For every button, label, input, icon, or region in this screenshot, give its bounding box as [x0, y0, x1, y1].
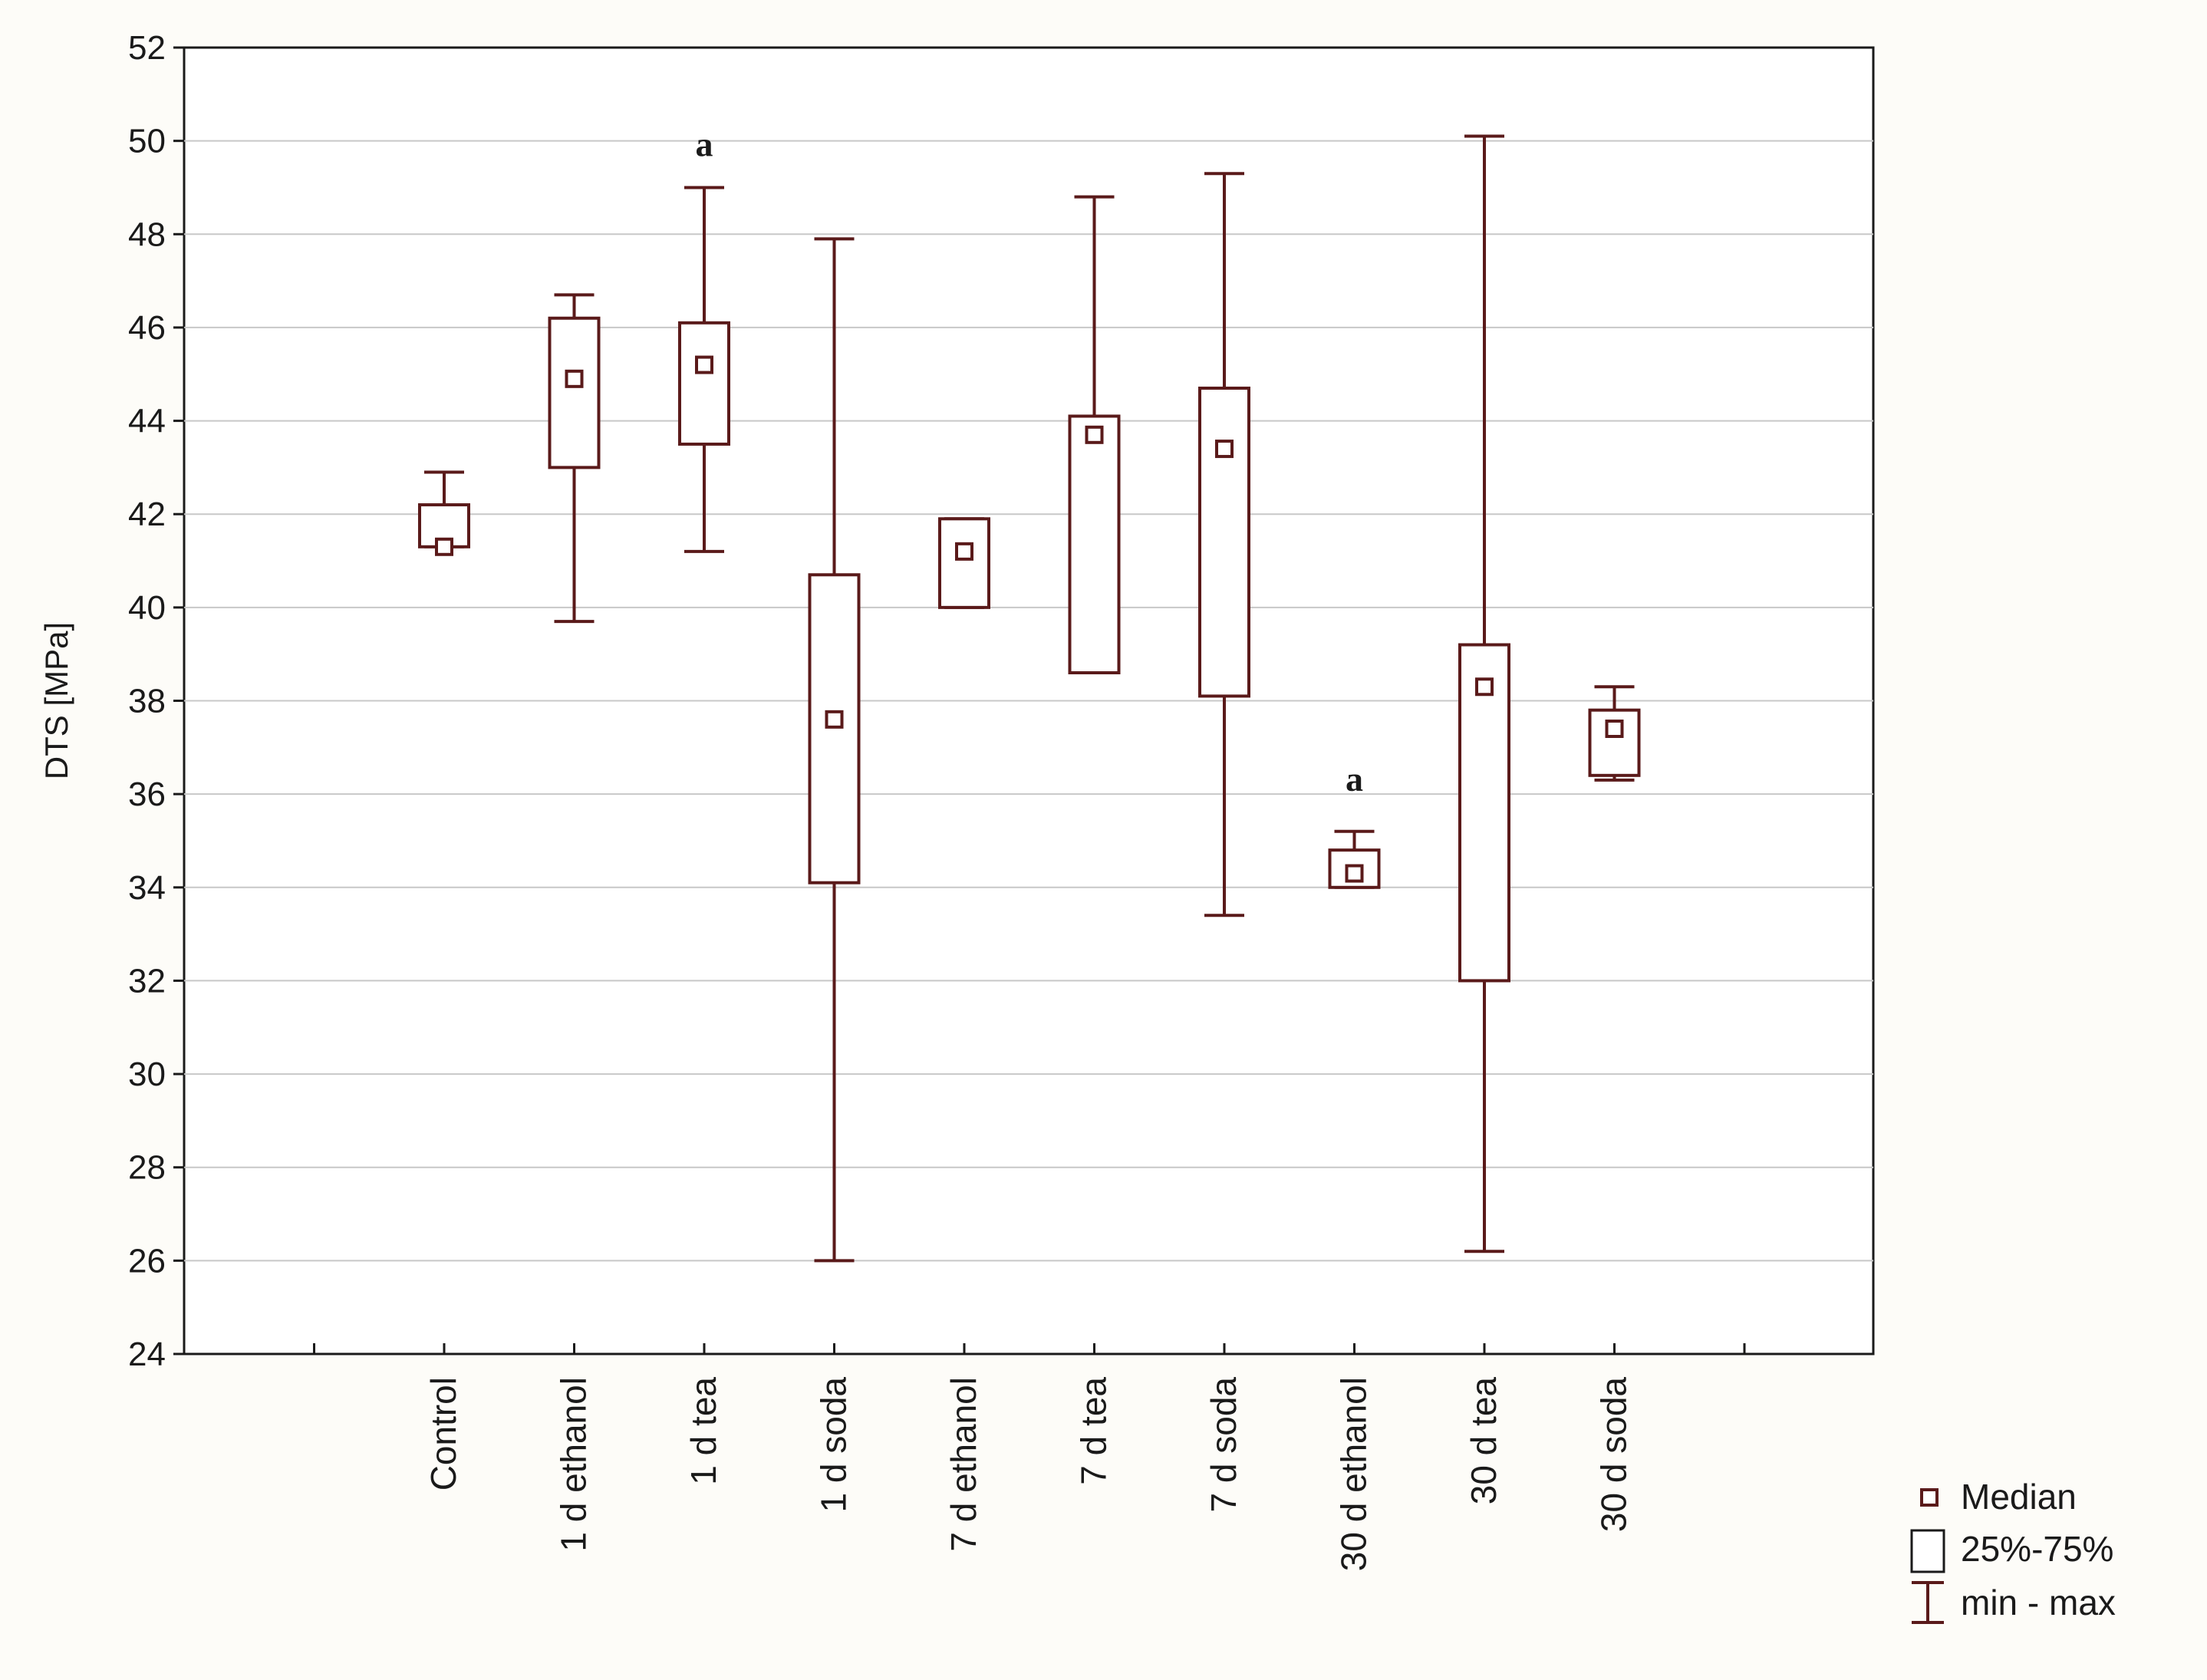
- box-group: [1588, 685, 1641, 782]
- median-marker: [1215, 440, 1234, 459]
- median-marker: [1605, 719, 1624, 738]
- legend: Median 25%-75% min - max: [1910, 1477, 2116, 1624]
- x-tick-label: 1 d soda: [814, 1377, 854, 1513]
- legend-box-label: 25%-75%: [1961, 1529, 2113, 1569]
- box-series: [418, 134, 1641, 1263]
- x-tick-label: 30 d soda: [1594, 1377, 1634, 1532]
- y-tick-label: 44: [128, 403, 166, 440]
- median-marker: [1345, 864, 1364, 883]
- median-marker: [825, 710, 844, 729]
- y-tick-label: 46: [128, 309, 166, 347]
- box-group: [678, 186, 730, 553]
- iqr-box: [808, 573, 861, 884]
- median-marker: [955, 542, 973, 561]
- x-tick-label: 7 d soda: [1204, 1377, 1243, 1513]
- legend-whisker-label: min - max: [1961, 1583, 2116, 1622]
- median-marker: [435, 537, 453, 556]
- legend-box-icon: [1910, 1529, 1945, 1573]
- legend-median-label: Median: [1961, 1477, 2077, 1517]
- box-group: [1458, 134, 1510, 1253]
- iqr-box: [1458, 643, 1510, 983]
- box-group: [1198, 172, 1250, 917]
- x-tick-label: 30 d tea: [1464, 1377, 1504, 1505]
- box-group: [1068, 195, 1121, 675]
- x-axis-ticks: Control 1 d ethanol 1 d tea 1 d soda 7 d eth…: [313, 1343, 1746, 1571]
- annotations: aa: [696, 125, 1364, 799]
- y-tick-label: 32: [128, 962, 166, 1000]
- y-tick-label: 36: [128, 776, 166, 813]
- y-axis-ticks: 24 26 28 30 32 34 36 38 40 42 44 46 48 50 52: [128, 29, 184, 1373]
- y-tick-label: 38: [128, 683, 166, 720]
- legend-median-icon: [1920, 1488, 1939, 1507]
- grid-lines: [184, 140, 1873, 1262]
- y-tick-label: 34: [128, 869, 166, 907]
- x-tick-label: 30 d ethanol: [1334, 1377, 1374, 1571]
- box-group: [808, 237, 861, 1263]
- y-axis-label: DTS [MPa]: [38, 622, 74, 779]
- box-group: [548, 293, 601, 624]
- box-group: [1328, 829, 1381, 889]
- y-tick-label: 40: [128, 589, 166, 627]
- significance-label: a: [1346, 759, 1363, 799]
- y-tick-label: 28: [128, 1149, 166, 1187]
- y-tick-label: 26: [128, 1242, 166, 1280]
- y-tick-label: 42: [128, 496, 166, 533]
- x-tick-label: Control: [423, 1377, 463, 1491]
- legend-whisker-icon: [1912, 1581, 1944, 1624]
- median-marker: [1475, 677, 1494, 697]
- iqr-box: [548, 316, 601, 469]
- iqr-box: [1198, 386, 1250, 698]
- y-tick-label: 48: [128, 216, 166, 253]
- x-tick-label: 1 d tea: [684, 1377, 723, 1485]
- box-group: [938, 517, 990, 609]
- y-tick-label: 24: [128, 1336, 166, 1373]
- iqr-box: [1068, 414, 1121, 675]
- x-tick-label: 1 d ethanol: [554, 1377, 594, 1552]
- median-marker: [695, 355, 713, 374]
- x-tick-label: 7 d ethanol: [944, 1377, 983, 1552]
- y-tick-label: 50: [128, 123, 166, 160]
- y-tick-label: 52: [128, 29, 166, 67]
- iqr-box: [938, 517, 990, 609]
- x-tick-label: 7 d tea: [1074, 1377, 1114, 1485]
- box-group: [418, 470, 470, 556]
- iqr-box: [678, 321, 730, 446]
- median-marker: [565, 369, 584, 388]
- median-marker: [1085, 425, 1104, 444]
- y-tick-label: 30: [128, 1056, 166, 1093]
- significance-label: a: [696, 125, 713, 164]
